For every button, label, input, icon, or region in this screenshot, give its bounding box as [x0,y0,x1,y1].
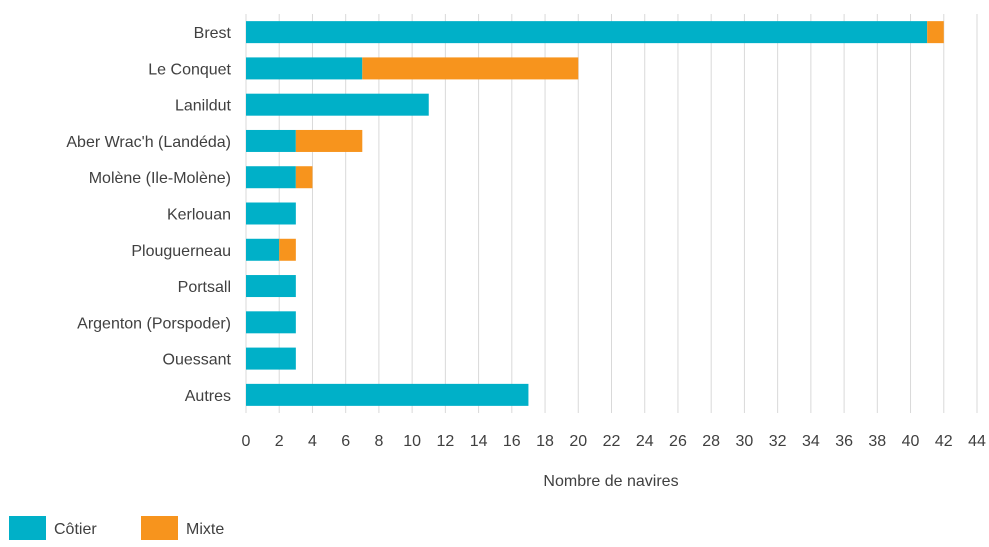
x-tick-label: 22 [603,433,621,450]
category-labels: Brest Le Conquet Lanildut Aber Wrac'h (Land… [66,25,231,405]
bar-mixte-4 [295,166,313,189]
x-tick-label: 44 [968,433,986,450]
legend: Côtier Mixte [9,516,224,540]
bar-mixte-6 [279,238,296,261]
category-label: Autres [185,388,231,405]
x-tick-label: 26 [669,433,687,450]
category-label: Portsall [178,279,231,296]
bar-cotier-1 [246,57,363,80]
category-label: Aber Wrac'h (Landéda) [66,134,231,151]
bar-mixte-0 [927,21,944,44]
category-label: Argenton (Porspoder) [77,315,231,332]
x-tick-label: 8 [374,433,383,450]
gridlines [245,14,978,413]
x-tick-label: 28 [702,433,720,450]
x-tick-label: 20 [569,433,587,450]
x-tick-labels: 0 2 4 6 8 10 12 14 16 18 20 22 24 26 28 30 32 34 36 38 40 42 4… [242,433,986,450]
x-tick-label: 42 [935,433,953,450]
bar-cotier-3 [246,129,296,152]
x-tick-label: 40 [902,433,920,450]
x-tick-label: 18 [536,433,554,450]
legend-swatch-cotier [9,516,46,540]
bar-cotier-4 [246,166,296,189]
category-label: Brest [194,25,232,42]
x-tick-label: 0 [242,433,251,450]
category-label: Ouessant [163,352,232,369]
category-label: Le Conquet [148,61,231,78]
bar-cotier-2 [246,93,429,116]
bar-cotier-6 [246,238,280,261]
bar-cotier-10 [246,383,529,406]
category-label: Kerlouan [167,207,231,224]
bars [246,21,944,406]
bar-mixte-3 [295,129,363,152]
x-tick-label: 6 [341,433,350,450]
bar-cotier-0 [246,21,928,44]
legend-label: Côtier [54,521,97,538]
bar-cotier-5 [246,202,296,225]
x-tick-label: 34 [802,433,820,450]
category-label: Molène (Ile-Molène) [89,170,231,187]
x-tick-label: 24 [636,433,654,450]
category-label: Plouguerneau [131,243,231,260]
x-tick-label: 32 [769,433,787,450]
bar-cotier-7 [246,275,296,298]
x-axis-label: Nombre de navires [543,473,678,490]
bar-cotier-8 [246,311,296,334]
x-tick-label: 10 [403,433,421,450]
category-label: Lanildut [175,98,232,115]
x-tick-label: 4 [308,433,317,450]
x-tick-label: 38 [868,433,886,450]
x-tick-label: 2 [275,433,284,450]
x-tick-label: 16 [503,433,521,450]
x-tick-label: 30 [736,433,754,450]
bar-mixte-1 [362,57,579,80]
legend-label: Mixte [186,521,224,538]
x-tick-label: 12 [436,433,454,450]
bar-cotier-9 [246,347,296,370]
x-tick-label: 36 [835,433,853,450]
x-tick-label: 14 [470,433,488,450]
legend-swatch-mixte [141,516,178,540]
